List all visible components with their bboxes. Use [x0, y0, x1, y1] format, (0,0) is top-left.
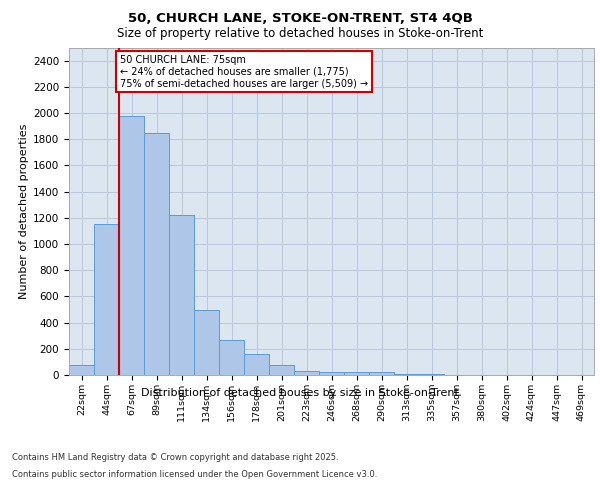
Bar [244, 354, 269, 375]
Bar [394, 374, 419, 375]
Bar [119, 116, 144, 375]
Bar [144, 132, 169, 375]
Bar [194, 310, 219, 375]
Y-axis label: Number of detached properties: Number of detached properties [19, 124, 29, 299]
Text: 50 CHURCH LANE: 75sqm
← 24% of detached houses are smaller (1,775)
75% of semi-d: 50 CHURCH LANE: 75sqm ← 24% of detached … [120, 56, 368, 88]
Bar [319, 372, 344, 375]
Bar [169, 214, 194, 375]
Bar [269, 364, 294, 375]
Bar [69, 365, 94, 375]
Bar [294, 371, 319, 375]
Bar [94, 224, 119, 375]
Text: 50, CHURCH LANE, STOKE-ON-TRENT, ST4 4QB: 50, CHURCH LANE, STOKE-ON-TRENT, ST4 4QB [128, 12, 472, 26]
Text: Distribution of detached houses by size in Stoke-on-Trent: Distribution of detached houses by size … [141, 388, 459, 398]
Bar [419, 374, 444, 375]
Text: Contains public sector information licensed under the Open Government Licence v3: Contains public sector information licen… [12, 470, 377, 479]
Bar [219, 340, 244, 375]
Text: Contains HM Land Registry data © Crown copyright and database right 2025.: Contains HM Land Registry data © Crown c… [12, 452, 338, 462]
Bar [344, 372, 369, 375]
Text: Size of property relative to detached houses in Stoke-on-Trent: Size of property relative to detached ho… [117, 28, 483, 40]
Bar [369, 372, 394, 375]
